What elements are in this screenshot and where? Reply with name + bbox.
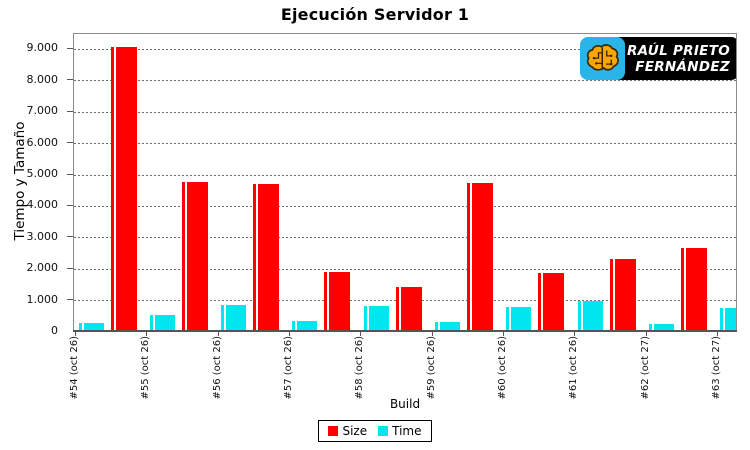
gridline-8000: [74, 80, 736, 82]
bar-time-55: [149, 314, 175, 330]
x-tick-mark: [217, 332, 219, 336]
y-tick-label: 6.000: [26, 135, 59, 149]
x-tick-label: #62 (oct 27): [639, 336, 651, 400]
y-tick-label: 9.000: [26, 41, 59, 55]
x-tick-label: #59 (oct 26): [425, 336, 437, 400]
bar-size-55: [181, 182, 208, 330]
gridline-9000: [74, 48, 736, 50]
legend: Size Time: [0, 420, 750, 442]
y-tick-mark: [67, 79, 73, 81]
y-tick-mark: [67, 236, 73, 238]
x-axis-title: Build: [389, 397, 421, 411]
bar-size-61: [609, 259, 636, 330]
gridline-2000: [74, 268, 736, 270]
y-tick-label: 0: [51, 324, 58, 337]
y-tick-label: 1.000: [26, 292, 59, 306]
legend-swatch-size: [328, 426, 339, 436]
legend-swatch-time: [378, 426, 389, 436]
gridline-6000: [74, 143, 736, 145]
chart-title: Ejecución Servidor 1: [280, 5, 470, 24]
x-tick-label: #54 (oct 26): [69, 336, 80, 400]
bar-time-56: [221, 304, 247, 330]
bar-size-58: [395, 287, 422, 330]
logo-line-2: FERNÁNDEZ: [635, 58, 730, 75]
y-tick-label: 8.000: [26, 72, 59, 86]
bar-time-54: [78, 323, 104, 330]
bar-time-59: [435, 321, 461, 330]
bar-size-60: [538, 272, 565, 330]
bar-time-57: [292, 320, 318, 330]
bar-time-63: [720, 308, 736, 330]
y-tick-label: 4.000: [26, 198, 59, 212]
brain-circuit-icon: [585, 43, 621, 74]
y-tick-label: 2.000: [26, 261, 59, 275]
gridline-3000: [74, 237, 736, 239]
x-tick-mark: [574, 332, 576, 336]
bar-time-61: [577, 300, 603, 330]
bar-time-58: [363, 305, 389, 330]
y-tick-mark: [67, 267, 73, 269]
x-tick-label: #63 (oct 27): [710, 336, 722, 400]
logo-text: RAÚL PRIETO FERNÁNDEZ: [617, 37, 736, 80]
x-tick-mark: [431, 332, 433, 336]
x-tick-mark: [502, 332, 504, 336]
legend-box: Size Time: [318, 420, 432, 442]
x-tick-label: #56 (oct 26): [211, 336, 223, 400]
x-tick-mark: [360, 332, 362, 336]
bar-size-56: [253, 184, 280, 330]
bar-time-62: [649, 323, 675, 330]
x-axis-line: [73, 330, 737, 332]
x-tick-mark: [716, 332, 718, 336]
x-tick-label: #58 (oct 26): [354, 336, 366, 400]
logo: RAÚL PRIETO FERNÁNDEZ: [580, 37, 736, 80]
gridline-4000: [74, 205, 736, 207]
y-tick-mark: [67, 47, 73, 49]
logo-brain-tile: [580, 37, 625, 80]
bar-size-59: [467, 182, 494, 330]
legend-label-time: Time: [392, 424, 422, 438]
y-tick-mark: [67, 173, 73, 175]
gridline-7000: [74, 111, 736, 113]
gridline-5000: [74, 174, 736, 176]
bar-time-60: [506, 307, 532, 330]
y-tick-label: 5.000: [26, 167, 59, 180]
bar-size-54: [110, 47, 137, 330]
y-tick-mark: [67, 142, 73, 144]
x-tick-mark: [645, 332, 647, 336]
legend-label-size: Size: [342, 424, 368, 438]
x-tick-mark: [75, 332, 76, 336]
legend-item-size: Size: [328, 424, 367, 438]
bar-size-62: [681, 248, 708, 330]
y-tick-mark: [67, 110, 73, 112]
x-tick-label: #61 (oct 26): [568, 336, 580, 400]
y-tick-label: 7.000: [26, 104, 59, 118]
bar-size-57: [324, 271, 351, 330]
y-tick-mark: [67, 204, 73, 206]
x-tick-label: #60 (oct 26): [496, 336, 508, 400]
x-tick-label: #55 (oct 26): [140, 336, 152, 400]
plot-area: RAÚL PRIETO FERNÁNDEZ: [73, 33, 737, 331]
logo-line-1: RAÚL PRIETO: [626, 42, 730, 59]
x-tick-mark: [146, 332, 148, 336]
y-tick-mark: [67, 299, 73, 301]
legend-item-time: Time: [378, 424, 422, 438]
x-tick-label: #57 (oct 26): [282, 336, 294, 400]
x-tick-mark: [288, 332, 290, 336]
y-tick-label: 3.000: [26, 229, 59, 243]
